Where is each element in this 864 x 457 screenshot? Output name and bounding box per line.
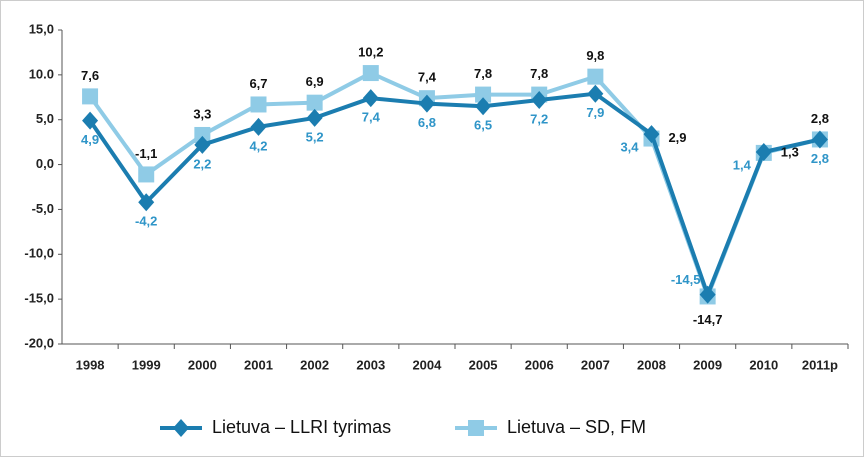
point (250, 96, 267, 113)
value-label: 7,4 (362, 110, 381, 125)
legend-marker (173, 419, 189, 437)
x-tick-label: 2011p (802, 357, 838, 372)
value-label: 5,2 (306, 129, 324, 144)
x-tick-label: 2009 (693, 357, 722, 372)
point (418, 94, 435, 113)
value-label: 7,9 (586, 105, 604, 120)
value-label: 1,3 (781, 144, 799, 159)
point (138, 166, 155, 183)
value-label: 3,3 (193, 106, 211, 121)
y-tick-label: -5,0 (32, 201, 54, 216)
y-tick-label: 5,0 (36, 111, 54, 126)
point (250, 117, 267, 136)
value-label: -1,1 (135, 146, 157, 161)
point (362, 65, 379, 82)
legend-marker (468, 420, 484, 436)
value-label: 7,2 (530, 111, 548, 126)
y-tick-label: -20,0 (24, 335, 54, 350)
value-label: 2,8 (811, 151, 829, 166)
x-tick-label: 2010 (749, 357, 778, 372)
value-label: 6,8 (418, 115, 436, 130)
point (306, 108, 323, 127)
point (138, 193, 155, 212)
value-label: 7,4 (418, 70, 437, 85)
value-label: 6,5 (474, 118, 492, 133)
y-tick-label: 0,0 (36, 156, 54, 171)
value-label: 2,9 (668, 130, 686, 145)
value-label: 7,8 (530, 66, 548, 81)
point (587, 84, 604, 103)
value-label: 9,8 (586, 48, 604, 63)
value-label: 7,6 (81, 68, 99, 83)
value-label: 6,7 (249, 76, 267, 91)
point (699, 285, 716, 304)
series-line (88, 91, 821, 297)
point (755, 143, 772, 162)
x-tick-label: 2005 (469, 357, 498, 372)
y-tick-label: 15,0 (29, 21, 54, 36)
value-label: 4,9 (81, 132, 99, 147)
y-tick-label: -10,0 (24, 246, 54, 261)
value-label: 2,8 (811, 111, 829, 126)
point (362, 89, 379, 108)
x-tick-label: 1999 (132, 357, 161, 372)
y-tick-label: -15,0 (24, 291, 54, 306)
point (306, 94, 323, 111)
point (194, 126, 211, 143)
legend-label: Lietuva – SD, FM (507, 417, 646, 437)
value-label: 2,2 (193, 156, 211, 171)
point (82, 111, 99, 130)
y-tick-label: 10.0 (29, 66, 54, 81)
point (587, 68, 604, 85)
value-label: 3,4 (620, 140, 639, 155)
value-label: -14,7 (693, 312, 723, 327)
point (643, 125, 660, 144)
value-label: -4,2 (135, 214, 157, 229)
x-tick-label: 2000 (188, 357, 217, 372)
value-label: 7,8 (474, 66, 492, 81)
x-tick-label: 2008 (637, 357, 666, 372)
value-label: 4,2 (249, 138, 267, 153)
value-label: 10,2 (358, 45, 383, 60)
x-tick-label: 2003 (356, 357, 385, 372)
x-tick-label: 2007 (581, 357, 610, 372)
point (82, 88, 99, 105)
value-label: 6,9 (306, 74, 324, 89)
point (531, 90, 548, 109)
point (475, 97, 492, 116)
point (194, 135, 211, 154)
x-tick-label: 2004 (412, 357, 442, 372)
legend-label: Lietuva – LLRI tyrimas (212, 417, 391, 437)
value-label: 1,4 (733, 157, 752, 172)
point (811, 130, 828, 149)
x-tick-label: 2001 (244, 357, 273, 372)
value-label: -14,5 (671, 272, 701, 287)
point (475, 86, 492, 103)
x-tick-label: 2002 (300, 357, 329, 372)
x-tick-label: 1998 (76, 357, 105, 372)
x-tick-label: 2006 (525, 357, 554, 372)
